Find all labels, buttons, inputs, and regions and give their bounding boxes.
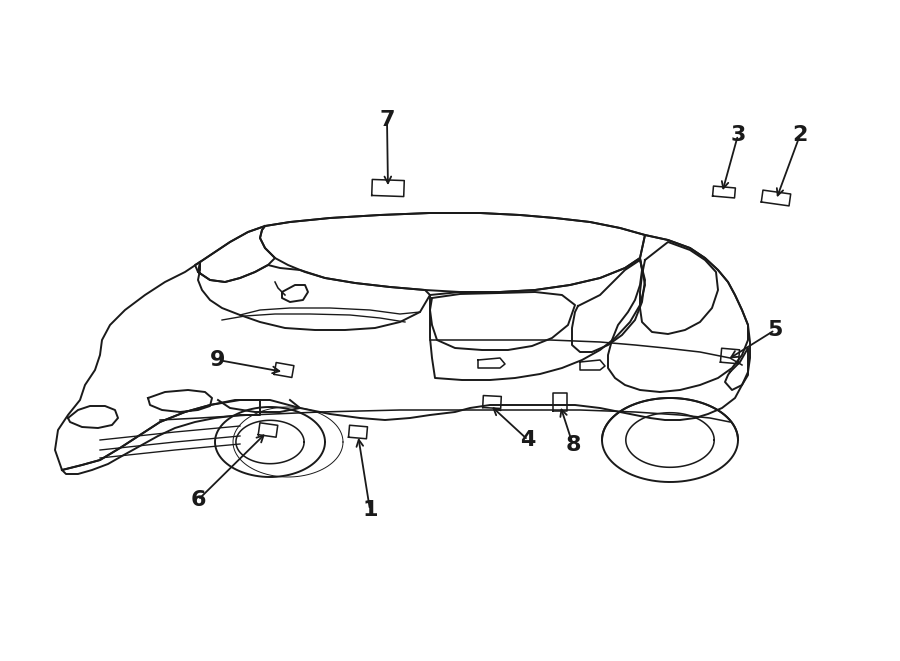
Text: 5: 5 [768,320,783,340]
Text: 1: 1 [362,500,378,520]
Text: 8: 8 [565,435,581,455]
Text: 4: 4 [520,430,536,450]
Text: 3: 3 [730,125,746,145]
Text: 6: 6 [190,490,206,510]
Text: 2: 2 [792,125,807,145]
Text: 9: 9 [211,350,226,370]
Text: 7: 7 [379,110,395,130]
